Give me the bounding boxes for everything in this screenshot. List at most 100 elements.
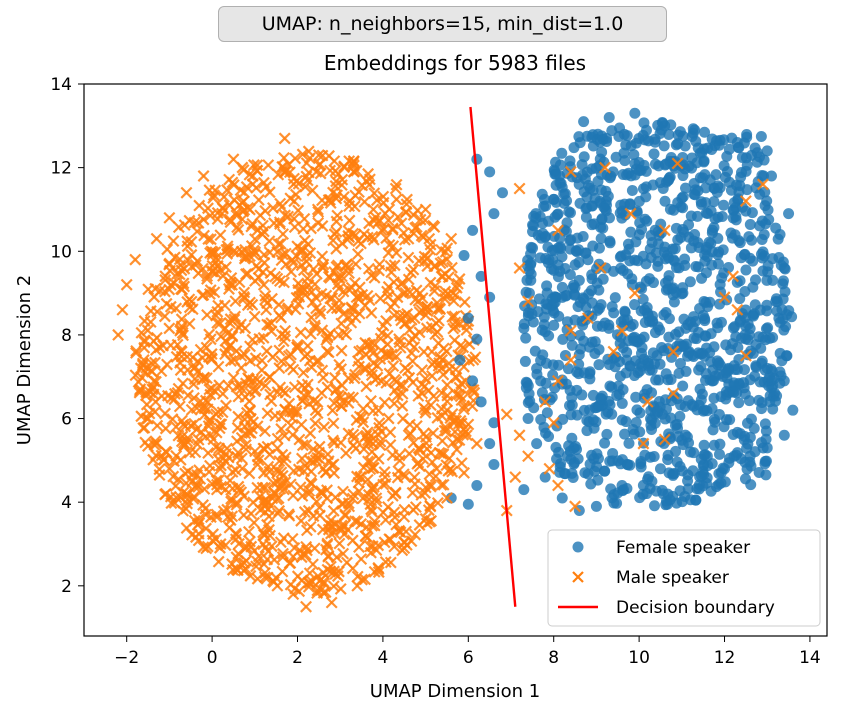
male-point: [739, 349, 752, 362]
female-cloud-point: [702, 301, 714, 313]
female-point: [475, 270, 487, 282]
female-cloud-point: [552, 208, 564, 220]
female-point: [646, 475, 658, 487]
male-cloud-point: [396, 412, 409, 425]
female-cloud-point: [660, 176, 672, 188]
male-cloud-point: [226, 558, 239, 571]
male-cloud-point: [252, 454, 265, 467]
female-cloud-point: [714, 182, 726, 194]
male-point: [667, 345, 680, 358]
male-cloud-point: [239, 427, 252, 440]
male-cloud-point: [244, 354, 257, 367]
female-cloud-point: [626, 184, 638, 196]
female-point: [778, 375, 790, 387]
male-cloud-point: [235, 382, 248, 395]
male-cloud-point: [189, 480, 202, 493]
male-cloud-point: [192, 365, 204, 378]
male-cloud-point: [216, 406, 229, 419]
male-cloud-point: [283, 397, 296, 410]
female-cloud-point: [626, 273, 638, 285]
male-cloud-point: [172, 382, 185, 395]
male-cloud-point: [170, 302, 183, 315]
female-cloud-point: [697, 466, 709, 478]
male-cloud-point: [263, 523, 275, 536]
x-tick-label: 14: [799, 648, 821, 668]
male-point: [440, 404, 453, 417]
male-cloud-point: [362, 437, 375, 450]
male-cloud-point: [343, 500, 356, 513]
male-point: [163, 211, 176, 224]
female-cloud-point: [663, 331, 675, 343]
male-cloud-point: [265, 325, 278, 338]
female-cloud-point: [695, 360, 707, 372]
male-cloud-point: [230, 551, 243, 564]
male-point: [658, 433, 671, 446]
male-cloud-point: [243, 203, 256, 216]
male-cloud-point: [262, 159, 275, 172]
female-cloud-point: [735, 252, 747, 264]
male-cloud-point: [345, 316, 358, 329]
male-cloud-point: [400, 198, 413, 211]
male-point: [278, 132, 291, 145]
female-cloud-point: [654, 358, 666, 370]
female-cloud-point: [585, 478, 597, 490]
female-cloud-point: [698, 439, 710, 451]
male-point: [146, 383, 159, 396]
female-cloud-point: [655, 435, 667, 447]
male-cloud-point: [426, 370, 438, 382]
male-point: [163, 462, 176, 475]
female-cloud-point: [564, 445, 576, 457]
male-cloud-point: [454, 390, 467, 403]
male-cloud-point: [375, 344, 388, 357]
male-cloud-point: [224, 474, 236, 487]
male-cloud-point: [329, 179, 342, 192]
male-cloud-point: [183, 317, 196, 330]
male-point: [607, 345, 620, 358]
male-cloud-point: [198, 229, 211, 242]
male-cloud-point: [243, 386, 256, 399]
male-cloud-point: [247, 159, 260, 171]
male-cloud-point: [211, 206, 224, 219]
male-cloud-point: [347, 391, 360, 404]
female-cloud-point: [569, 289, 581, 301]
female-cloud-point: [609, 292, 621, 304]
female-cloud-point: [574, 329, 586, 341]
female-cloud-point: [522, 310, 534, 322]
female-point: [578, 116, 590, 128]
female-cloud-point: [633, 133, 645, 145]
female-cloud-point: [682, 319, 694, 331]
female-cloud-point: [597, 273, 609, 285]
male-cloud-point: [395, 217, 408, 230]
male-cloud-point: [355, 344, 368, 357]
female-cloud-point: [548, 319, 560, 331]
male-cloud-point: [287, 465, 300, 477]
boundary-layer: [469, 106, 517, 607]
female-point: [471, 333, 483, 345]
male-cloud-point: [458, 296, 471, 309]
male-cloud-point: [164, 278, 177, 291]
male-cloud-point: [153, 341, 166, 354]
female-cloud-point: [595, 233, 607, 245]
male-cloud-point: [277, 547, 289, 560]
male-cloud-point: [410, 221, 423, 233]
male-point: [539, 395, 552, 408]
male-point: [436, 270, 449, 283]
female-cloud-point: [629, 299, 641, 311]
male-point: [552, 224, 564, 237]
female-cloud-point: [728, 450, 740, 462]
male-cloud-point: [216, 387, 229, 400]
male-cloud-point: [226, 482, 239, 495]
male-cloud-point: [249, 445, 262, 458]
male-point: [214, 538, 227, 550]
male-cloud-point: [163, 258, 176, 271]
male-cloud-point: [133, 384, 146, 397]
female-cloud-point: [636, 283, 648, 295]
male-cloud-point: [321, 537, 334, 550]
male-cloud-point: [274, 237, 287, 250]
male-cloud-point: [295, 418, 308, 431]
male-point: [756, 178, 769, 191]
male-cloud-point: [335, 523, 348, 536]
male-cloud-point: [153, 463, 166, 476]
male-cloud-point: [286, 532, 299, 545]
